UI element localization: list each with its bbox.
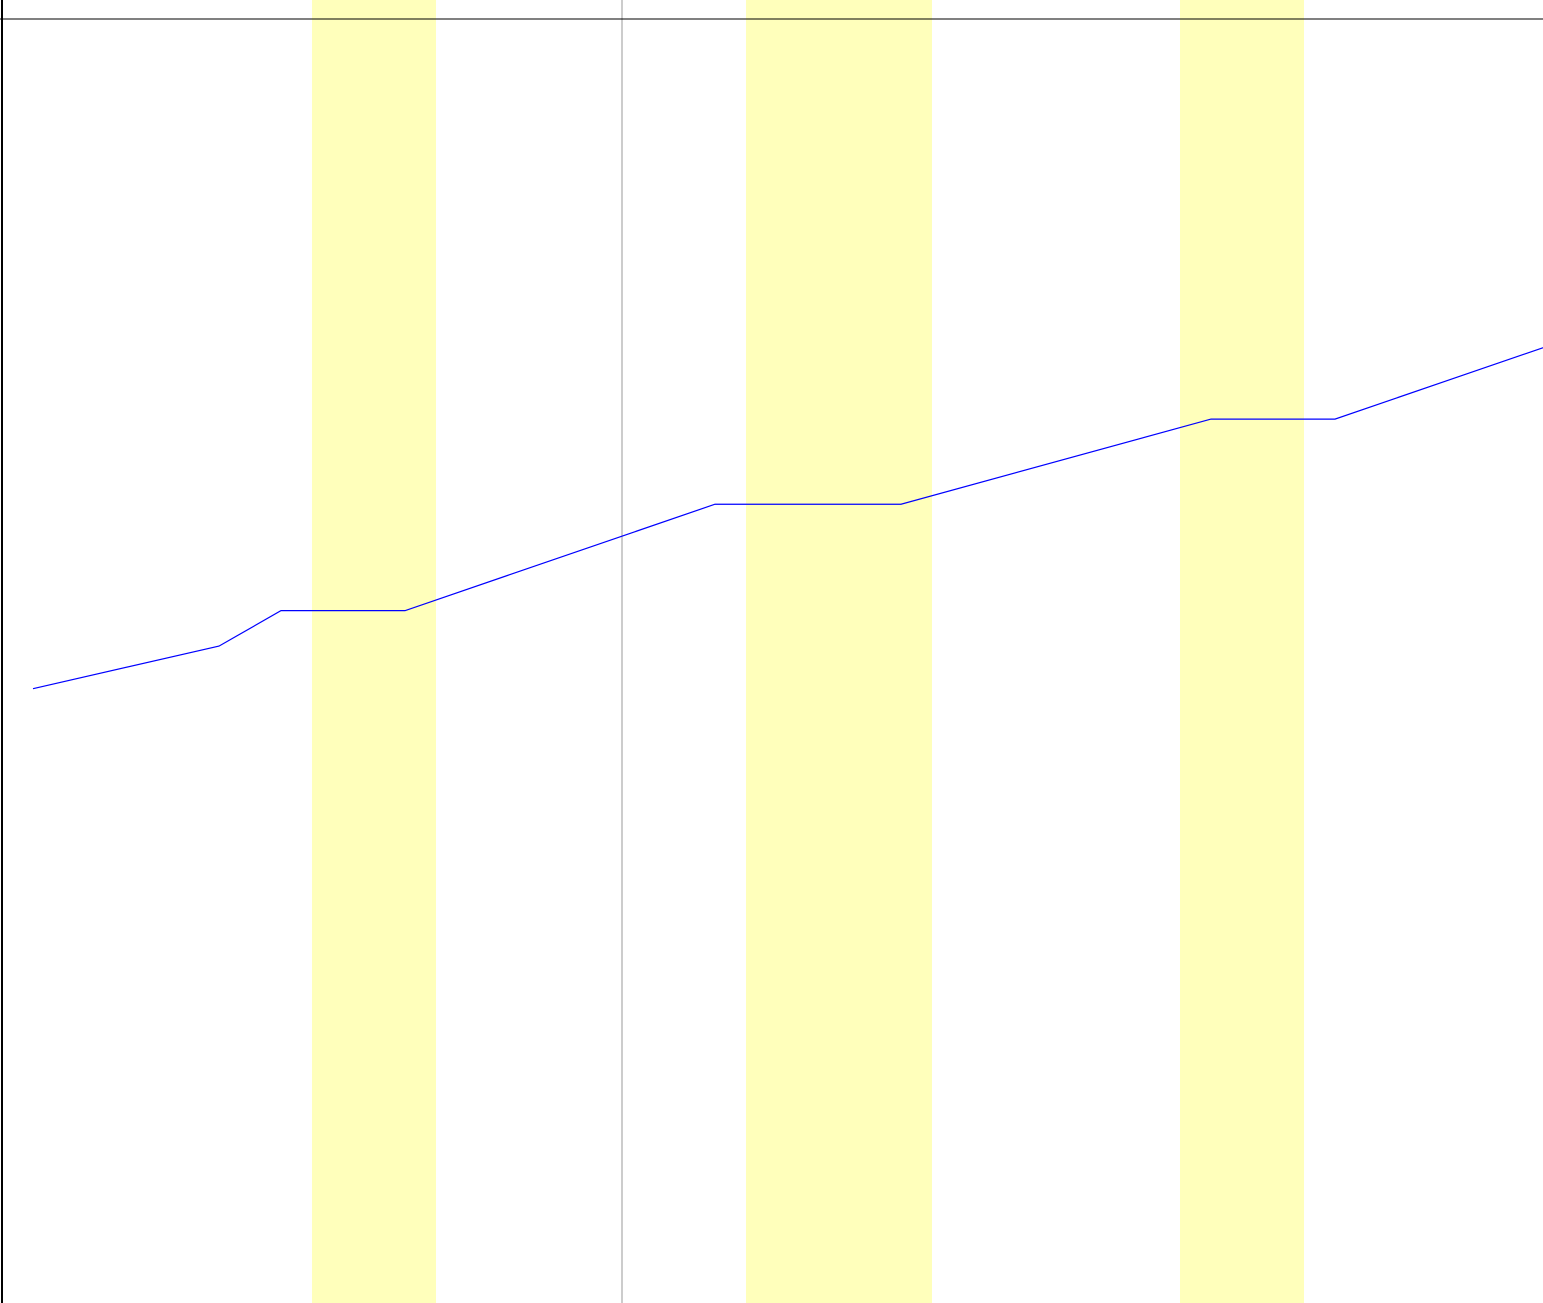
series-layer <box>32 347 1543 690</box>
highlight-band-1 <box>312 0 436 1303</box>
highlight-band-2 <box>746 0 932 1303</box>
highlight-bands <box>312 0 1304 1303</box>
highlight-band-3 <box>1180 0 1304 1303</box>
